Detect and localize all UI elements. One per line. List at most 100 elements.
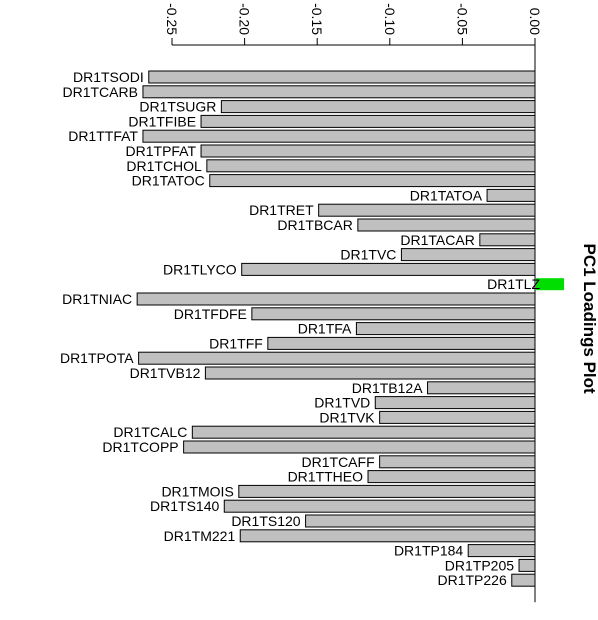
category-label-group: DR1TSODI bbox=[73, 69, 144, 85]
category-label-dr1tfa: DR1TFA bbox=[298, 321, 352, 337]
category-label-dr1tvd: DR1TVD bbox=[314, 395, 370, 411]
bar-dr1tcopp bbox=[183, 440, 536, 454]
bar-dr1ts140 bbox=[223, 499, 536, 513]
bar-dr1tpfat bbox=[200, 144, 536, 158]
category-label-group: DR1TLZ bbox=[487, 276, 540, 292]
category-label-group: DR1TS140 bbox=[150, 498, 219, 514]
category-label-dr1tlyco: DR1TLYCO bbox=[163, 261, 237, 277]
category-label-group: DR1TNIAC bbox=[62, 291, 132, 307]
bar-dr1tlyco bbox=[241, 262, 536, 276]
category-label-dr1tsodi: DR1TSODI bbox=[73, 69, 144, 85]
category-label-dr1tcopp: DR1TCOPP bbox=[102, 439, 178, 455]
bar-dr1tb12a bbox=[427, 381, 536, 395]
category-label-group: DR1TTFAT bbox=[68, 128, 138, 144]
bar-dr1tatoa bbox=[486, 188, 536, 202]
category-label-dr1tlz: DR1TLZ bbox=[487, 276, 540, 292]
bar-dr1tfdfe bbox=[251, 307, 536, 321]
tick-label: 0.00 bbox=[527, 8, 543, 35]
bar-dr1tvc bbox=[400, 248, 536, 262]
category-label-group: DR1TCOPP bbox=[102, 439, 178, 455]
bar-dr1tcaff bbox=[379, 455, 536, 469]
category-label-dr1tp205: DR1TP205 bbox=[445, 557, 514, 573]
category-label-group: DR1TPOTA bbox=[60, 350, 134, 366]
chart-title: PC1 Loadings Plot bbox=[580, 244, 598, 395]
category-label-dr1tp184: DR1TP184 bbox=[394, 543, 463, 559]
bar-dr1tatoc bbox=[209, 174, 536, 188]
value-axis: -0.25 -0.20 -0.15 -0.10 -0.05 0.00 bbox=[164, 3, 543, 603]
bar-dr1tcarb bbox=[142, 85, 536, 99]
tick-label: -0.05 bbox=[454, 3, 470, 35]
category-label-group: DR1TP205 bbox=[445, 557, 514, 573]
bar-dr1tvd bbox=[374, 396, 536, 410]
category-label-group: DR1TLYCO bbox=[163, 261, 237, 277]
category-label-dr1tfibe: DR1TFIBE bbox=[128, 113, 196, 129]
category-label-dr1tret: DR1TRET bbox=[249, 202, 314, 218]
category-label-dr1tvk: DR1TVK bbox=[319, 409, 375, 425]
bar-dr1tlz bbox=[535, 278, 565, 291]
category-label-dr1tpota: DR1TPOTA bbox=[60, 350, 134, 366]
bar-dr1tchol bbox=[206, 159, 536, 173]
bar-dr1tp184 bbox=[467, 544, 536, 558]
bar-dr1tmois bbox=[238, 484, 536, 498]
category-label-group: DR1TP226 bbox=[438, 572, 507, 588]
bar-dr1tbcar bbox=[357, 218, 536, 232]
category-label-group: DR1TS120 bbox=[231, 513, 300, 529]
tick-label: -0.20 bbox=[237, 3, 253, 35]
tick-label: -0.15 bbox=[309, 3, 325, 35]
category-label-group: DR1TCALC bbox=[113, 424, 187, 440]
category-label-group: DR1TVD bbox=[314, 395, 370, 411]
category-label-dr1tff: DR1TFF bbox=[209, 335, 263, 351]
bar-dr1ttheo bbox=[367, 470, 536, 484]
category-label-dr1tcaff: DR1TCAFF bbox=[302, 454, 375, 470]
category-label-group: DR1TATOC bbox=[132, 173, 205, 189]
category-label-dr1tvc: DR1TVC bbox=[340, 247, 396, 263]
category-label-dr1tbcar: DR1TBCAR bbox=[277, 217, 352, 233]
category-label-group: DR1TCARB bbox=[62, 84, 137, 100]
category-label-group: DR1TTHEO bbox=[288, 469, 364, 485]
bar-dr1tfibe bbox=[200, 114, 536, 128]
category-label-dr1tcarb: DR1TCARB bbox=[62, 84, 137, 100]
category-label-dr1tchol: DR1TCHOL bbox=[126, 158, 202, 174]
category-label-dr1tniac: DR1TNIAC bbox=[62, 291, 132, 307]
bar-dr1ttfat bbox=[142, 129, 536, 143]
bar-dr1ts120 bbox=[305, 514, 536, 528]
category-label-dr1tacar: DR1TACAR bbox=[400, 232, 474, 248]
bar-dr1tpota bbox=[138, 351, 536, 365]
bar-dr1tm221 bbox=[239, 529, 536, 543]
category-label-dr1ttfat: DR1TTFAT bbox=[68, 128, 138, 144]
category-label-group: DR1TBCAR bbox=[277, 217, 352, 233]
category-label-group: DR1TFF bbox=[209, 335, 263, 351]
category-label-dr1ttheo: DR1TTHEO bbox=[288, 469, 364, 485]
category-label-group: DR1TSUGR bbox=[139, 99, 216, 115]
bar-dr1tcalc bbox=[191, 425, 536, 439]
bar-dr1tacar bbox=[479, 233, 536, 247]
rotated-plot-area: -0.25 -0.20 -0.15 -0.10 -0.05 0.00 DR1TSODIDR… bbox=[60, 3, 598, 603]
bar-dr1tsodi bbox=[148, 70, 536, 84]
category-label-group: DR1TCHOL bbox=[126, 158, 202, 174]
category-labels: DR1TSODIDR1TCARBDR1TSUGRDR1TFIBEDR1TTFAT… bbox=[60, 69, 540, 588]
category-label-group: DR1TVB12 bbox=[130, 365, 201, 381]
bar-dr1tfa bbox=[355, 322, 536, 336]
category-label-dr1tp226: DR1TP226 bbox=[438, 572, 507, 588]
category-label-group: DR1TCAFF bbox=[302, 454, 375, 470]
bar-dr1tp226 bbox=[511, 573, 536, 587]
category-label-dr1tatoc: DR1TATOC bbox=[132, 173, 205, 189]
bar-dr1tff bbox=[267, 336, 536, 350]
category-label-group: DR1TP184 bbox=[394, 543, 463, 559]
category-label-dr1tcalc: DR1TCALC bbox=[113, 424, 187, 440]
bar-dr1tvk bbox=[379, 410, 536, 424]
category-label-dr1tm221: DR1TM221 bbox=[164, 528, 236, 544]
category-label-dr1tmois: DR1TMOIS bbox=[161, 483, 233, 499]
category-label-dr1tsugr: DR1TSUGR bbox=[139, 99, 216, 115]
category-label-group: DR1TM221 bbox=[164, 528, 236, 544]
category-label-group: DR1TACAR bbox=[400, 232, 474, 248]
category-label-dr1tvb12: DR1TVB12 bbox=[130, 365, 201, 381]
category-label-group: DR1TVK bbox=[319, 409, 375, 425]
category-label-dr1tb12a: DR1TB12A bbox=[352, 380, 423, 396]
category-label-dr1ts140: DR1TS140 bbox=[150, 498, 219, 514]
tick-label: -0.10 bbox=[382, 3, 398, 35]
category-label-group: DR1TB12A bbox=[352, 380, 423, 396]
category-label-group: DR1TVC bbox=[340, 247, 396, 263]
